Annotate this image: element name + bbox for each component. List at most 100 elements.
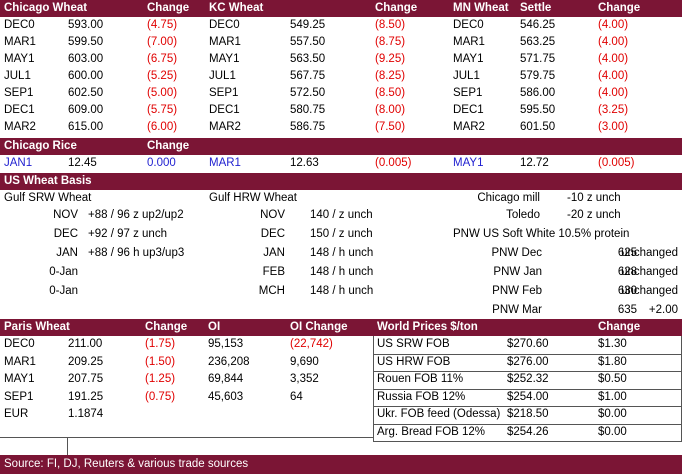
column-header: World Prices $/ton [377,321,478,333]
cell: 3,352 [290,373,319,385]
rule [373,423,682,425]
header-band [0,0,682,17]
cell: (8.75) [375,36,406,48]
cell: +88 / 96 z up2/up2 [88,209,184,221]
cell: $254.00 [507,390,549,403]
cell: PNW Feb [492,285,542,297]
cell: $252.32 [507,373,549,385]
cell: DEC0 [209,19,240,31]
column-header: OI [208,321,221,333]
cell: PNW Mar [492,304,542,316]
column-header: KC Wheat [209,2,264,14]
cell: 628 [617,266,637,278]
cell: +2.00 [648,304,678,316]
cell: (8.50) [375,87,406,99]
cell: (4.00) [598,53,629,65]
cell: DEC1 [209,104,240,116]
cell: 549.25 [290,19,326,31]
cell: MAR2 [4,121,36,133]
cell: FEB [262,266,285,278]
cell: $0.00 [598,425,627,438]
cell: MAR1 [453,36,485,48]
cell: (0.005) [598,157,635,169]
cell: 95,153 [208,338,244,350]
cell: DEC [53,228,78,240]
cell: +92 / 97 z unch [88,228,167,240]
cell: (8.00) [375,104,406,116]
cell: (8.50) [375,19,406,31]
cell: MAR1 [209,157,241,169]
cell: (5.75) [147,104,178,116]
cell: (0.005) [375,157,412,169]
cell: EUR [4,408,29,420]
column-header: Chicago Wheat [4,2,88,14]
cell: MAR1 [209,36,241,48]
cell: 599.50 [68,36,104,48]
cell: 635 [617,304,637,316]
cell: (7.50) [375,121,406,133]
cell: (4.75) [147,19,178,31]
section-title: US Wheat Basis [4,175,92,187]
column-header: Change [598,2,641,14]
cell: 12.45 [68,157,97,169]
cell: SEP1 [4,87,34,99]
cell: Ukr. FOB feed (Odessa) [377,408,501,420]
cell: 586.00 [520,87,556,99]
cell: PNW Dec [491,247,542,259]
cell: JUL1 [4,70,31,82]
footer-text: Source: FI, DJ, Reuters & various trade … [4,458,249,470]
rule [373,353,682,355]
cell: 567.75 [290,70,326,82]
cell: MAY1 [453,53,484,65]
cell: 148 / h unch [310,285,374,297]
cell: NOV [260,209,285,221]
cell: 557.50 [290,36,326,48]
cell: $218.50 [507,408,549,420]
cell: 0.000 [147,157,176,169]
cell: $1.00 [598,390,627,403]
cell: +88 / 96 h up3/up3 [88,247,185,259]
cell: 140 / z unch [310,209,373,221]
cell: Toledo [506,209,540,221]
cell: (1.25) [145,373,176,385]
cell: MAR2 [453,121,485,133]
cell: NOV [53,209,78,221]
cell: JAN1 [4,157,33,169]
cell: SEP1 [4,390,34,403]
column-header: Change [147,140,190,152]
cell: $1.30 [598,338,627,350]
cell: 236,208 [208,355,250,368]
cell: 191.25 [68,390,104,403]
section-title: Gulf HRW Wheat [209,192,297,204]
cell: 603.00 [68,53,104,65]
cell: 580.75 [290,104,326,116]
cell: (9.25) [375,53,406,65]
cell: 630 [617,285,637,297]
cell: 1.1874 [68,408,104,420]
column-header: MN Wheat [453,2,509,14]
cell: 69,844 [208,373,244,385]
cell: 600.00 [68,70,104,82]
cell: JUL1 [453,70,480,82]
column-header: Chicago Rice [4,140,77,152]
cell: (4.00) [598,87,629,99]
cell: unchanged [621,266,678,278]
cell: (0.75) [145,390,176,403]
cell: (4.00) [598,36,629,48]
cell: 150 / z unch [310,228,373,240]
cell: (6.00) [147,121,178,133]
cell: $254.26 [507,425,549,438]
cell: JAN [56,247,78,259]
cell: (1.50) [145,355,176,368]
cell: Rouen FOB 11% [377,373,464,385]
cell: (5.00) [147,87,178,99]
column-header: Change [145,321,188,333]
section-title: PNW US Soft White 10.5% protein [453,228,630,240]
cell: 148 / h unch [310,266,374,278]
cell: MAY1 [209,53,240,65]
cell: 595.50 [520,104,556,116]
cell: 579.75 [520,70,556,82]
cell: 546.25 [520,19,556,31]
cell: SEP1 [209,87,239,99]
